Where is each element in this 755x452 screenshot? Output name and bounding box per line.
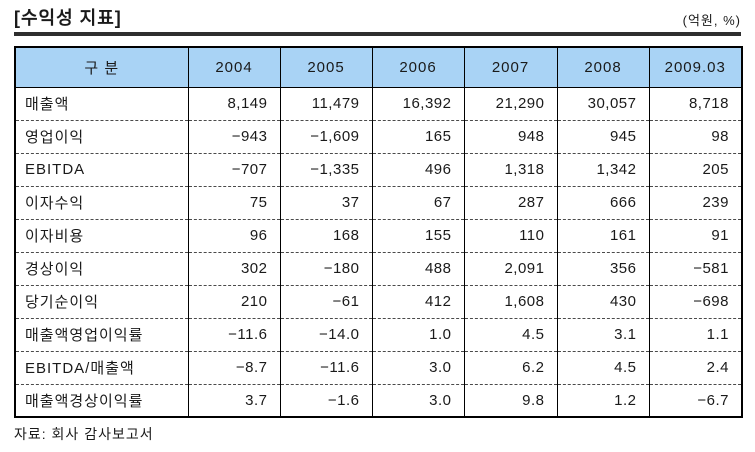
- cell-value: 1,342: [556, 152, 650, 186]
- cell-value: 75: [187, 185, 281, 219]
- table-row: 이자수익 75 37 67 287 666 239: [14, 185, 743, 219]
- cell-value: −1,609: [279, 119, 373, 153]
- row-label: 영업이익: [14, 119, 189, 153]
- row-label: EBITDA: [14, 152, 189, 186]
- table-row: 매출액 8,149 11,479 16,392 21,290 30,057 8,…: [14, 87, 743, 120]
- cell-value: 91: [648, 218, 743, 252]
- cell-value: 356: [556, 251, 650, 285]
- table-row: 당기순이익 210 −61 412 1,608 430 −698: [14, 284, 743, 318]
- cell-value: −1.6: [279, 383, 373, 417]
- cell-value: 110: [463, 218, 558, 252]
- cell-value: −11.6: [187, 317, 281, 351]
- table-header: 구 분 2004 2005 2006 2007 2008 2009.03: [14, 47, 743, 88]
- cell-value: 21,290: [463, 87, 558, 120]
- cell-value: 1,318: [463, 152, 558, 186]
- cell-value: 3.0: [371, 383, 465, 417]
- page-title: [수익성 지표]: [14, 8, 122, 28]
- cell-value: 1.2: [556, 383, 650, 417]
- cell-value: 666: [556, 185, 650, 219]
- cell-value: 948: [463, 119, 558, 153]
- cell-value: 302: [187, 251, 281, 285]
- cell-value: 67: [371, 185, 465, 219]
- table-row: EBITDA −707 −1,335 496 1,318 1,342 205: [14, 152, 743, 186]
- cell-value: 1.1: [648, 317, 743, 351]
- cell-value: 4.5: [463, 317, 558, 351]
- row-label: 매출액경상이익률: [14, 383, 189, 417]
- cell-value: −943: [187, 119, 281, 153]
- table-row: 매출액경상이익률 3.7 −1.6 3.0 9.8 1.2 −6.7: [14, 383, 743, 417]
- cell-value: 945: [556, 119, 650, 153]
- cell-value: 96: [187, 218, 281, 252]
- title-underline-rule: [14, 32, 741, 36]
- cell-value: 3.0: [371, 350, 465, 384]
- cell-value: 1.0: [371, 317, 465, 351]
- cell-value: 168: [279, 218, 373, 252]
- unit-note: (억원, %): [682, 13, 741, 28]
- cell-value: 210: [187, 284, 281, 318]
- cell-value: 1,608: [463, 284, 558, 318]
- cell-value: −180: [279, 251, 373, 285]
- header-cell-year: 2008: [556, 47, 650, 88]
- cell-value: 488: [371, 251, 465, 285]
- cell-value: −698: [648, 284, 743, 318]
- cell-value: 9.8: [463, 383, 558, 417]
- cell-value: 8,718: [648, 87, 743, 120]
- cell-value: 165: [371, 119, 465, 153]
- cell-value: −14.0: [279, 317, 373, 351]
- cell-value: −8.7: [187, 350, 281, 384]
- header-cell-category: 구 분: [14, 47, 189, 88]
- row-label: 매출액: [14, 87, 189, 120]
- cell-value: 3.1: [556, 317, 650, 351]
- table-row: 경상이익 302 −180 488 2,091 356 −581: [14, 251, 743, 285]
- cell-value: 8,149: [187, 87, 281, 120]
- title-bar: [수익성 지표] (억원, %): [14, 6, 741, 30]
- cell-value: 3.7: [187, 383, 281, 417]
- cell-value: −11.6: [279, 350, 373, 384]
- profitability-table: 구 분 2004 2005 2006 2007 2008 2009.03 매출액…: [14, 46, 743, 418]
- cell-value: 11,479: [279, 87, 373, 120]
- row-label: 매출액영업이익률: [14, 317, 189, 351]
- cell-value: 430: [556, 284, 650, 318]
- cell-value: 16,392: [371, 87, 465, 120]
- row-label: 이자비용: [14, 218, 189, 252]
- table-row: 매출액영업이익률 −11.6 −14.0 1.0 4.5 3.1 1.1: [14, 317, 743, 351]
- cell-value: 6.2: [463, 350, 558, 384]
- cell-value: 2.4: [648, 350, 743, 384]
- cell-value: −6.7: [648, 383, 743, 417]
- header-cell-year: 2009.03: [648, 47, 743, 88]
- row-label: EBITDA/매출액: [14, 350, 189, 384]
- cell-value: 98: [648, 119, 743, 153]
- table-row: 이자비용 96 168 155 110 161 91: [14, 218, 743, 252]
- table-header-row: 구 분 2004 2005 2006 2007 2008 2009.03: [14, 47, 743, 88]
- cell-value: 30,057: [556, 87, 650, 120]
- header-cell-year: 2006: [371, 47, 465, 88]
- table-row: EBITDA/매출액 −8.7 −11.6 3.0 6.2 4.5 2.4: [14, 350, 743, 384]
- cell-value: 412: [371, 284, 465, 318]
- table-row: 영업이익 −943 −1,609 165 948 945 98: [14, 119, 743, 153]
- cell-value: −61: [279, 284, 373, 318]
- cell-value: −707: [187, 152, 281, 186]
- row-label: 경상이익: [14, 251, 189, 285]
- source-note: 자료: 회사 감사보고서: [14, 426, 154, 442]
- cell-value: 496: [371, 152, 465, 186]
- cell-value: 205: [648, 152, 743, 186]
- cell-value: 2,091: [463, 251, 558, 285]
- cell-value: 161: [556, 218, 650, 252]
- header-cell-year: 2005: [279, 47, 373, 88]
- row-label: 이자수익: [14, 185, 189, 219]
- cell-value: −581: [648, 251, 743, 285]
- row-label: 당기순이익: [14, 284, 189, 318]
- cell-value: 287: [463, 185, 558, 219]
- header-cell-year: 2004: [187, 47, 281, 88]
- cell-value: 37: [279, 185, 373, 219]
- cell-value: 4.5: [556, 350, 650, 384]
- table-body: 매출액 8,149 11,479 16,392 21,290 30,057 8,…: [14, 87, 743, 417]
- header-cell-year: 2007: [463, 47, 558, 88]
- cell-value: 239: [648, 185, 743, 219]
- cell-value: −1,335: [279, 152, 373, 186]
- cell-value: 155: [371, 218, 465, 252]
